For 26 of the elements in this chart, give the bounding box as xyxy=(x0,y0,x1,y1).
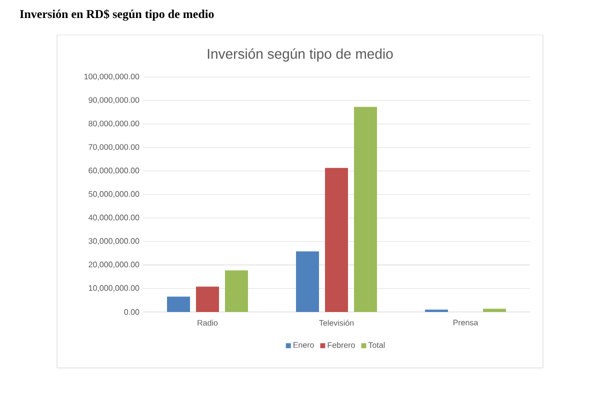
y-tick-label: 10,000,000.00 xyxy=(88,285,140,292)
bar xyxy=(325,168,348,312)
x-tick-label: Radio xyxy=(198,320,218,326)
x-tick-label: Televisión xyxy=(319,320,354,326)
y-tick-label: 80,000,000.00 xyxy=(88,120,140,128)
y-tick-label: 100,000,000.00 xyxy=(84,74,140,80)
legend-label: Enero xyxy=(294,342,314,348)
y-tick-label: 50,000,000.00 xyxy=(88,191,140,198)
y-tick-label: 0.00 xyxy=(124,309,140,315)
y-tick-label: 30,000,000.00 xyxy=(88,238,140,245)
bar xyxy=(483,308,506,312)
chart-subtitle: Inversión según tipo de medio xyxy=(208,48,393,62)
x-tick-label: Prensa xyxy=(453,320,478,326)
y-tick-label: 60,000,000.00 xyxy=(88,168,140,174)
legend-label: Total xyxy=(368,342,385,348)
y-tick-label: 40,000,000.00 xyxy=(88,214,140,222)
bar xyxy=(167,296,190,312)
bar xyxy=(296,251,320,312)
y-tick-label: 20,000,000.00 xyxy=(88,262,140,268)
y-tick-label: 70,000,000.00 xyxy=(88,144,140,151)
legend-label: Febrero xyxy=(328,342,355,348)
bar xyxy=(225,270,248,312)
y-tick-label: 90,000,000.00 xyxy=(88,97,140,104)
bar xyxy=(354,106,377,312)
bar xyxy=(196,286,220,312)
chart-title: Inversión en RD$ según tipo de medio xyxy=(20,9,214,21)
